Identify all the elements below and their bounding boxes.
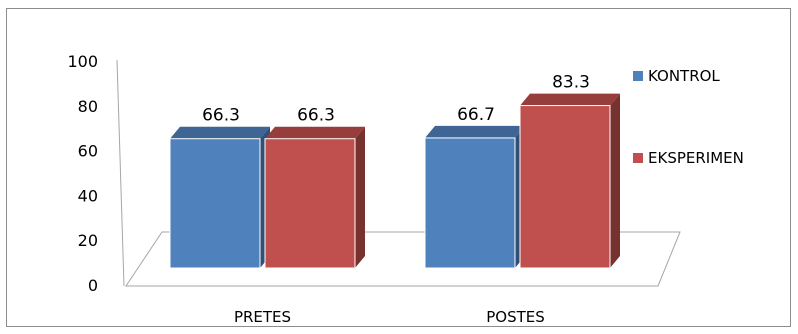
bar-eksperimen-postes xyxy=(519,93,620,269)
bar-side xyxy=(355,126,365,268)
y-tick-label: 60 xyxy=(78,142,98,161)
bar-eksperimen-pretes xyxy=(264,126,365,269)
y-tick-label: 100 xyxy=(67,52,98,71)
chart-border xyxy=(6,8,791,327)
y-axis-line xyxy=(116,59,125,287)
bar-top xyxy=(265,126,365,139)
bar-top xyxy=(425,125,525,138)
bar-front xyxy=(264,138,356,269)
y-tick-label: 20 xyxy=(78,231,98,250)
x-tick-label: POSTES xyxy=(486,308,545,326)
bar-front xyxy=(424,137,516,269)
x-tick-label: PRETES xyxy=(234,308,291,326)
legend-label: EKSPERIMEN xyxy=(648,149,744,167)
data-label: 83.3 xyxy=(552,73,590,93)
y-tick-label: 0 xyxy=(88,276,98,295)
bar-kontrol-pretes xyxy=(169,126,270,269)
y-tick-label: 40 xyxy=(78,186,98,205)
data-label: 66.7 xyxy=(457,105,495,125)
bar-side xyxy=(610,93,620,268)
bars xyxy=(169,93,620,269)
bar-kontrol-postes xyxy=(424,125,525,269)
legend: KONTROL EKSPERIMEN xyxy=(633,67,744,167)
data-label: 66.3 xyxy=(297,106,335,126)
data-labels: 66.3 66.7 66.3 83.3 xyxy=(202,73,590,126)
y-axis: 0 20 40 60 80 100 xyxy=(67,52,125,295)
legend-item-kontrol: KONTROL xyxy=(633,67,720,85)
bar-front xyxy=(169,138,261,269)
data-label: 66.3 xyxy=(202,106,240,126)
legend-swatch xyxy=(633,71,643,81)
legend-item-eksperimen: EKSPERIMEN xyxy=(633,149,744,167)
legend-label: KONTROL xyxy=(648,67,720,85)
bar-front xyxy=(519,105,611,269)
x-axis-labels: PRETES POSTES xyxy=(234,308,545,326)
chart-floor xyxy=(125,231,681,287)
floor-outline xyxy=(125,231,681,287)
bar-top xyxy=(170,126,270,139)
bar-top xyxy=(520,93,620,106)
y-tick-label: 80 xyxy=(78,97,98,116)
legend-swatch xyxy=(633,153,643,163)
